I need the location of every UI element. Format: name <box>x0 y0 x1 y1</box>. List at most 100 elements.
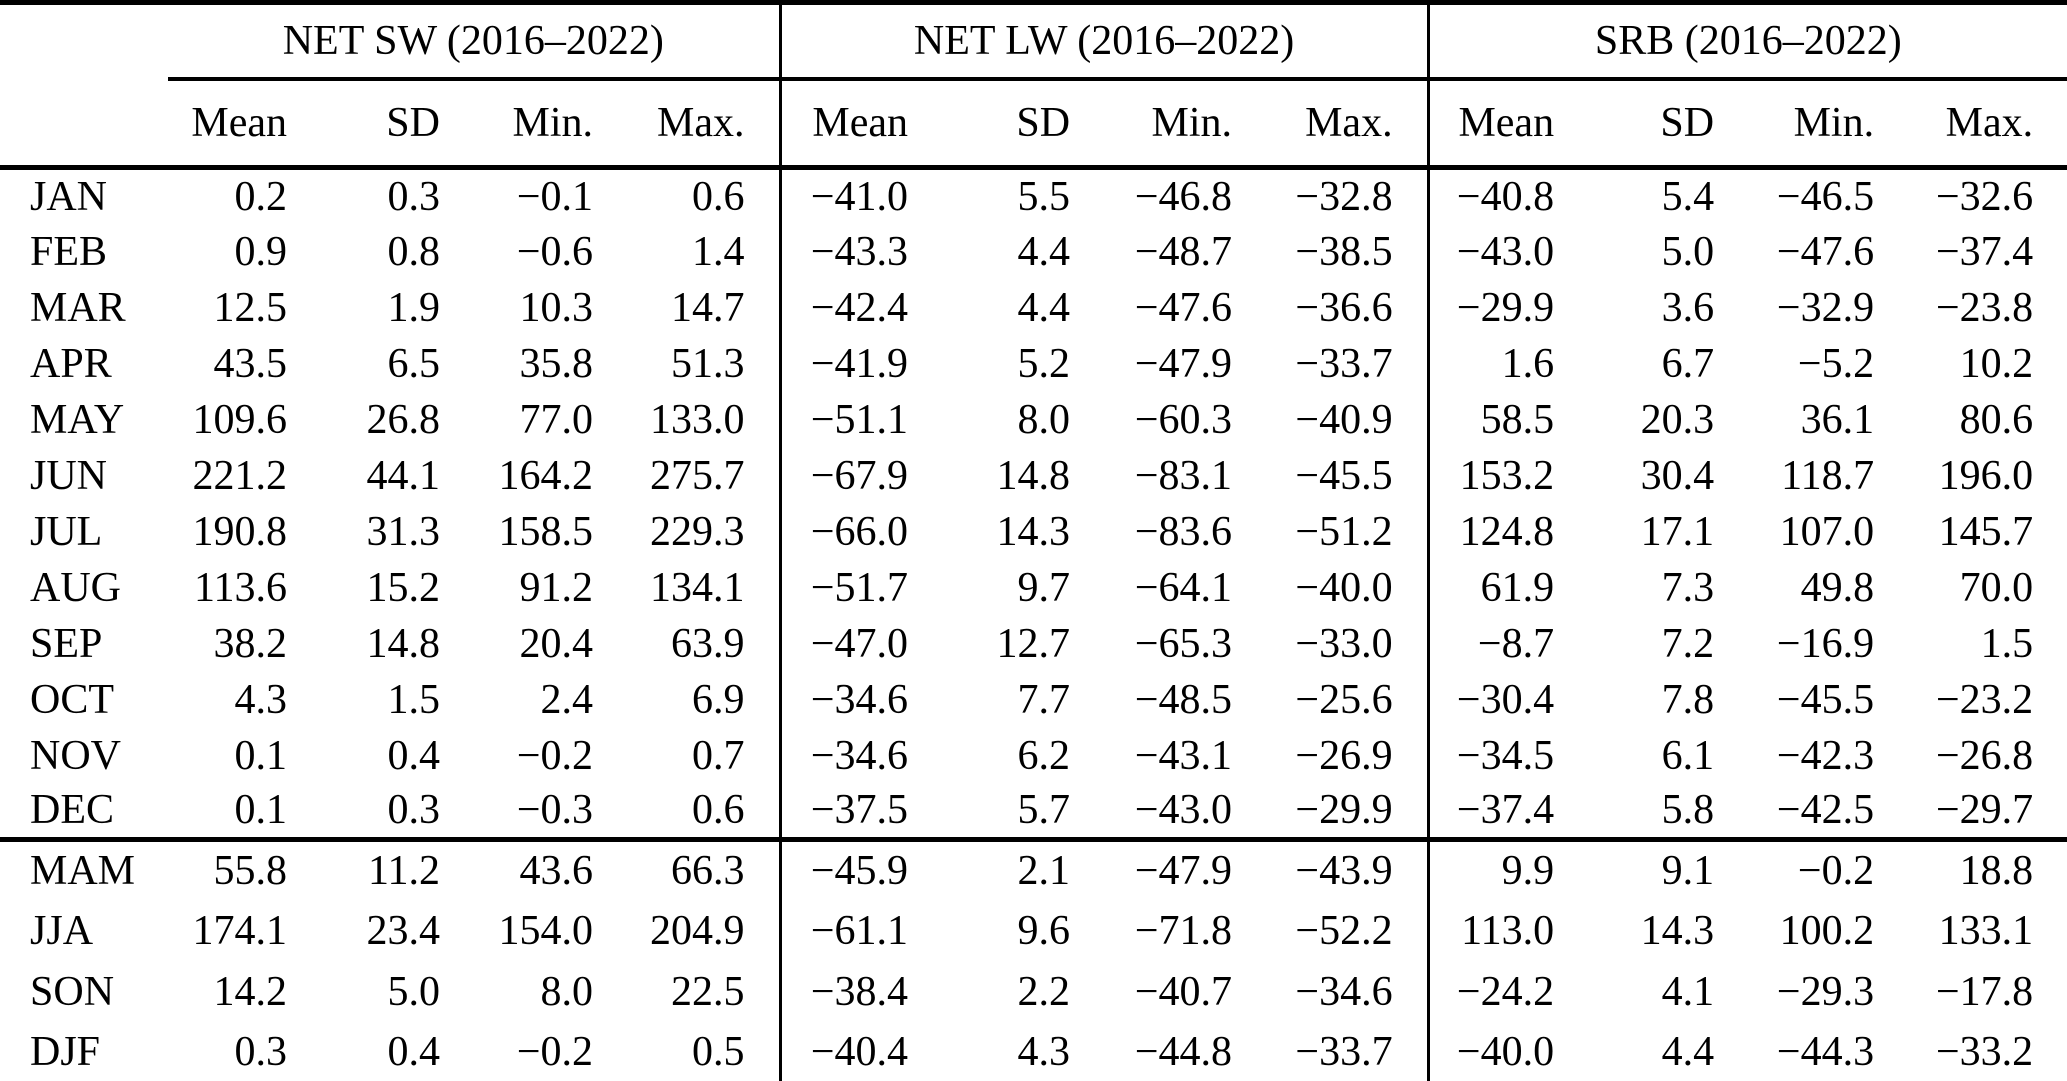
col-header-mean: Mean <box>778 79 943 170</box>
value-cell: −42.5 <box>1748 783 1909 842</box>
value-cell: −40.0 <box>1426 1022 1589 1081</box>
group-header-srb: SRB (2016–2022) <box>1426 0 2067 81</box>
value-cell: −51.1 <box>778 391 943 448</box>
row-label: DJF <box>0 1022 168 1081</box>
value-cell: −33.7 <box>1295 340 1393 387</box>
value-cell: 0.7 <box>692 732 745 779</box>
group-header-row: NET SW (2016–2022) NET LW (2016–2022) SR… <box>0 0 2067 81</box>
value-cell: −23.8 <box>1935 284 2034 331</box>
value-cell: 113.0 <box>1426 900 1589 962</box>
value-cell: −47.9 <box>1134 848 1233 895</box>
value-cell: 154.0 <box>498 908 594 954</box>
value-cell: 0.8 <box>387 228 441 275</box>
value-cell: −38.4 <box>778 961 943 1023</box>
value-cell: −47.6 <box>1776 228 1875 275</box>
table-row: JJA 174.1 23.4 154.0 204.9 −61.1 9.6 −71.8 −52.2… <box>0 900 2067 962</box>
value-cell: −30.4 <box>1426 671 1589 728</box>
value-cell: 14.2 <box>213 969 288 1015</box>
value-cell: −40.4 <box>778 1022 943 1081</box>
group-header-net-lw: NET LW (2016–2022) <box>778 0 1429 81</box>
value-cell: 133.1 <box>1938 908 2034 954</box>
value-cell: 14.8 <box>996 452 1071 499</box>
value-cell: 8.0 <box>540 969 594 1015</box>
value-cell: −29.3 <box>1776 969 1875 1015</box>
value-cell: −0.2 <box>1797 848 1875 895</box>
table-row: JUL 190.8 31.3 158.5 229.3 −66.0 14.3 −83.6 −51.… <box>0 503 2067 560</box>
value-cell: 51.3 <box>671 340 745 387</box>
value-cell: −44.3 <box>1748 1022 1909 1081</box>
value-cell: −40.0 <box>1295 564 1393 611</box>
value-cell: 31.3 <box>366 508 441 555</box>
value-cell: −29.9 <box>1426 279 1589 336</box>
value-cell: 20.3 <box>1640 396 1715 443</box>
value-cell: −83.1 <box>1134 452 1233 499</box>
value-cell: 55.8 <box>213 848 288 895</box>
value-cell: −29.9 <box>1266 783 1429 842</box>
table-row: DJF 0.3 0.4 −0.2 0.5 −40.4 4.3 −44.8 −33.7 −40.0 4… <box>0 1022 2067 1081</box>
col-header-min: Min. <box>1104 79 1267 170</box>
value-cell: −83.6 <box>1134 508 1233 555</box>
value-cell: 174.1 <box>192 908 288 954</box>
table-row: SON 14.2 5.0 8.0 22.5 −38.4 2.2 −40.7 −34.6 −24.2… <box>0 961 2067 1023</box>
value-cell: −65.3 <box>1134 620 1233 667</box>
value-cell: 164.2 <box>498 452 594 499</box>
value-cell: −48.7 <box>1134 228 1233 275</box>
value-cell: 0.1 <box>168 783 321 842</box>
table-row: JAN 0.2 0.3 −0.1 0.6 −41.0 5.5 −46.8 −32.8 −40.8 5… <box>0 167 2067 224</box>
value-cell: −51.2 <box>1295 508 1393 555</box>
value-cell: 6.9 <box>692 676 745 723</box>
value-cell: 1.4 <box>692 228 745 275</box>
value-cell: 221.2 <box>192 452 288 499</box>
table-row: JUN 221.2 44.1 164.2 275.7 −67.9 14.8 −83.1 −45.… <box>0 447 2067 504</box>
value-cell: −40.9 <box>1295 396 1393 443</box>
table-row: DEC 0.1 0.3 −0.3 0.6 −37.5 5.7 −43.0 −29.9 −37.4 5… <box>0 783 2067 842</box>
col-header-max: Max. <box>627 79 781 170</box>
value-cell: 30.4 <box>1640 452 1715 499</box>
value-cell: −61.1 <box>778 900 943 962</box>
value-cell: −46.5 <box>1776 173 1875 220</box>
value-cell: −34.6 <box>778 727 943 784</box>
value-cell: −41.0 <box>778 167 943 224</box>
value-cell: 113.6 <box>194 564 287 611</box>
row-label: JAN <box>30 173 108 220</box>
value-cell: 153.2 <box>1426 447 1589 504</box>
value-cell: 49.8 <box>1800 564 1875 611</box>
value-cell: 2.2 <box>1017 969 1071 1015</box>
value-cell: 109.6 <box>192 396 288 443</box>
value-cell: −43.1 <box>1134 732 1233 779</box>
value-cell: 10.3 <box>519 284 594 331</box>
value-cell: 0.6 <box>627 783 781 842</box>
row-label: AUG <box>30 564 121 611</box>
value-cell: −52.2 <box>1295 908 1393 954</box>
value-cell: 9.6 <box>1017 908 1071 954</box>
value-cell: 7.2 <box>1661 620 1715 667</box>
value-cell: 5.2 <box>1017 340 1071 387</box>
value-cell: 4.1 <box>1661 969 1715 1015</box>
value-cell: 204.9 <box>650 908 745 954</box>
corner-cell-2 <box>0 79 168 170</box>
value-cell: 134.1 <box>650 564 745 611</box>
value-cell: 229.3 <box>650 508 745 555</box>
value-cell: 7.3 <box>1661 564 1715 611</box>
value-cell: 36.1 <box>1800 396 1875 443</box>
value-cell: 58.5 <box>1426 391 1589 448</box>
value-cell: 6.5 <box>387 340 441 387</box>
table-row: AUG 113.6 15.2 91.2 134.1 −51.7 9.7 −64.1 −40.0 6… <box>0 559 2067 616</box>
value-cell: 0.2 <box>234 173 288 220</box>
row-label: DEC <box>0 783 168 842</box>
value-cell: −48.5 <box>1134 676 1233 723</box>
value-cell: 8.0 <box>1017 396 1071 443</box>
value-cell: 4.4 <box>1017 284 1071 331</box>
value-cell: −37.5 <box>778 783 943 842</box>
value-cell: 5.8 <box>1588 783 1749 842</box>
value-cell: −51.7 <box>778 559 943 616</box>
col-header-max: Max. <box>1908 79 2067 170</box>
table-row: MAM 55.8 11.2 43.6 66.3 −45.9 2.1 −47.9 −43.9 9.9… <box>0 839 2067 901</box>
value-cell: −45.5 <box>1776 676 1875 723</box>
value-cell: 77.0 <box>519 396 594 443</box>
table-row: MAR 12.5 1.9 10.3 14.7 −42.4 4.4 −47.6 −36.6 −29.… <box>0 279 2067 336</box>
value-cell: −26.8 <box>1935 732 2034 779</box>
value-cell: 1.5 <box>387 676 441 723</box>
value-cell: 6.7 <box>1661 340 1715 387</box>
value-cell: −60.3 <box>1134 396 1233 443</box>
